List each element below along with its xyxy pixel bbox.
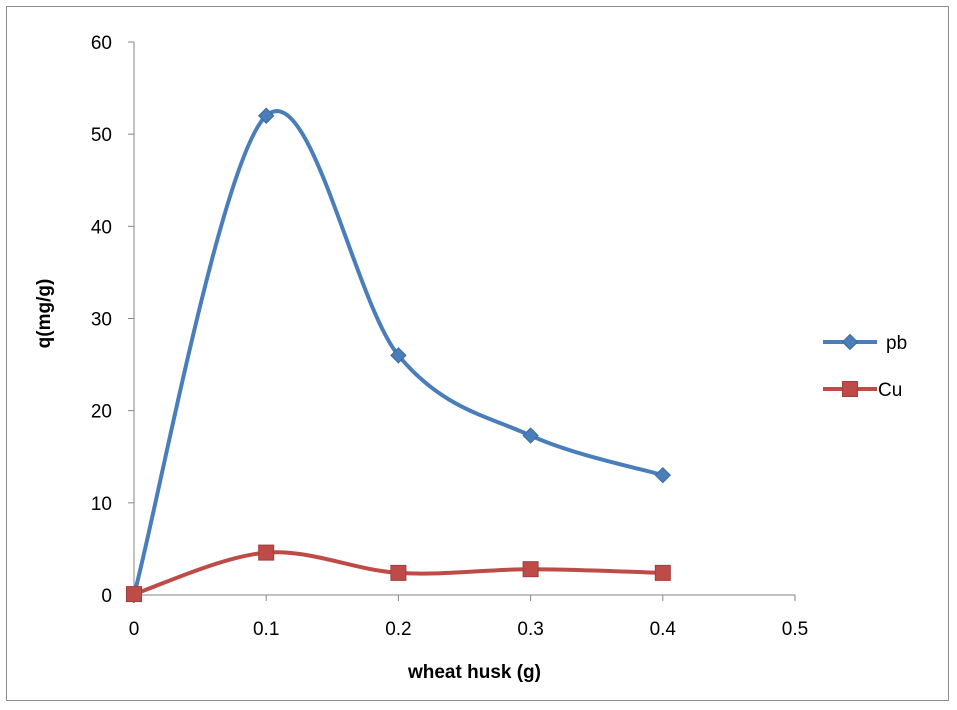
data-point-pb	[390, 347, 407, 364]
x-tick-label: 0.2	[385, 619, 411, 640]
series-pb	[125, 107, 672, 604]
x-axis: 0 0.1 0.2 0.3 0.4 0.5	[129, 594, 808, 640]
legend-marker	[841, 333, 859, 351]
legend: pb Cu	[823, 333, 907, 401]
y-tick-label: 10	[91, 494, 112, 515]
x-tick-label: 0.4	[650, 619, 677, 640]
legend-item-pb: pb	[823, 333, 907, 354]
y-tick-label: 30	[91, 310, 112, 331]
data-point-cu	[522, 561, 539, 578]
legend-item-cu: Cu	[823, 380, 902, 401]
x-axis-title: wheat husk (g)	[407, 662, 541, 683]
x-tick-label: 0.5	[782, 619, 808, 640]
y-tick-label: 40	[91, 217, 112, 238]
series-cu	[126, 544, 671, 603]
y-tick-label: 0	[101, 586, 112, 607]
data-point-cu	[126, 586, 142, 603]
y-tick-label: 20	[91, 402, 112, 423]
y-tick-label: 60	[91, 33, 112, 54]
data-point-pb	[257, 107, 275, 124]
series-layer	[125, 107, 672, 604]
y-tick-group: 0 10 20 30 40 50 60	[91, 33, 134, 607]
data-point-cu	[390, 564, 407, 581]
y-axis: 0 10 20 30 40 50 60	[91, 33, 135, 607]
legend-label: pb	[886, 333, 907, 354]
data-point-cu	[654, 564, 671, 581]
y-tick-label: 50	[91, 125, 112, 146]
x-tick-label: 0	[129, 619, 140, 640]
y-axis-title: q(mg/g)	[34, 279, 55, 349]
data-point-pb	[654, 466, 672, 484]
x-tick-label: 0.1	[253, 619, 279, 640]
data-point-pb	[522, 427, 539, 444]
legend-marker	[842, 381, 858, 397]
series-line-pb	[132, 109, 665, 597]
x-tick-group: 0 0.1 0.2 0.3 0.4 0.5	[129, 595, 808, 640]
x-tick-label: 0.3	[517, 619, 543, 640]
legend-label: Cu	[878, 380, 902, 401]
data-point-cu	[258, 544, 275, 561]
